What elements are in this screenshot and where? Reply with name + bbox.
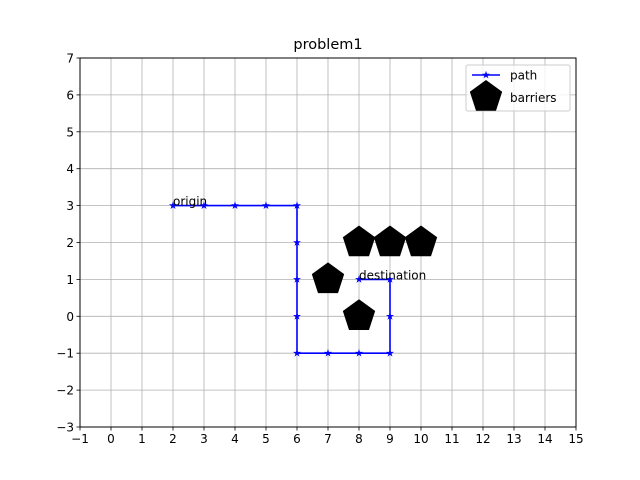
legend-barriers-pentagon-marker bbox=[469, 80, 503, 111]
barrier-marker bbox=[342, 299, 376, 331]
x-tick-label: 4 bbox=[231, 432, 239, 446]
x-tick-label: 14 bbox=[537, 432, 552, 446]
y-tick-label: 7 bbox=[66, 52, 74, 66]
path-point-marker bbox=[293, 275, 301, 283]
y-tick-label: 0 bbox=[66, 310, 74, 324]
x-tick-label: 2 bbox=[169, 432, 177, 446]
x-tick-label: 6 bbox=[293, 432, 301, 446]
x-tick-label: 1 bbox=[138, 432, 146, 446]
y-tick-label: 1 bbox=[66, 273, 74, 287]
y-tick-label: 5 bbox=[66, 125, 74, 139]
legend-label-path: path bbox=[510, 69, 537, 83]
barrier-marker bbox=[373, 225, 407, 257]
legend-label-barriers: barriers bbox=[510, 91, 557, 105]
annotations: origin destination bbox=[173, 195, 426, 283]
path-point-marker bbox=[355, 349, 363, 357]
y-tick-label: 2 bbox=[66, 236, 74, 250]
x-tick-label: 0 bbox=[107, 432, 115, 446]
annotation-destination: destination bbox=[359, 268, 426, 282]
x-tick-label: 3 bbox=[200, 432, 208, 446]
y-tick-label: −3 bbox=[56, 421, 74, 435]
path-point-marker bbox=[200, 201, 208, 209]
barrier-marker bbox=[404, 225, 438, 257]
path-point-marker bbox=[293, 349, 301, 357]
chart-title: problem1 bbox=[293, 37, 362, 53]
legend-path-star-marker bbox=[482, 70, 490, 79]
path-point-marker bbox=[386, 312, 394, 320]
x-tick-label: 9 bbox=[386, 432, 394, 446]
y-tick-label: −2 bbox=[56, 384, 74, 398]
path-point-marker bbox=[293, 201, 301, 209]
path-point-marker bbox=[293, 312, 301, 320]
path-point-marker bbox=[262, 201, 270, 209]
x-tick-label: 13 bbox=[506, 432, 521, 446]
path-point-marker bbox=[386, 275, 394, 283]
barrier-marker bbox=[311, 262, 345, 294]
y-tick-label: 6 bbox=[66, 88, 74, 102]
x-tick-label: 10 bbox=[413, 432, 428, 446]
x-tick-label: 15 bbox=[568, 432, 583, 446]
y-tick-label: 4 bbox=[66, 162, 74, 176]
legend: path barriers bbox=[465, 64, 571, 112]
x-tick-label: 5 bbox=[262, 432, 270, 446]
plot-series bbox=[169, 201, 438, 357]
barrier-marker bbox=[342, 225, 376, 257]
x-tick-label: 8 bbox=[355, 432, 363, 446]
path-point-marker bbox=[324, 349, 332, 357]
x-tick-label: −1 bbox=[71, 432, 89, 446]
x-tick-label: 12 bbox=[475, 432, 490, 446]
path-point-marker bbox=[169, 201, 177, 209]
path-point-marker bbox=[293, 238, 301, 246]
y-tick-label: −1 bbox=[56, 347, 74, 361]
path-point-marker bbox=[231, 201, 239, 209]
x-tick-label: 7 bbox=[324, 432, 332, 446]
path-point-marker bbox=[355, 275, 363, 283]
annotation-origin: origin bbox=[173, 195, 207, 209]
x-tick-label: 11 bbox=[444, 432, 459, 446]
y-tick-label: 3 bbox=[66, 199, 74, 213]
path-point-marker bbox=[386, 349, 394, 357]
